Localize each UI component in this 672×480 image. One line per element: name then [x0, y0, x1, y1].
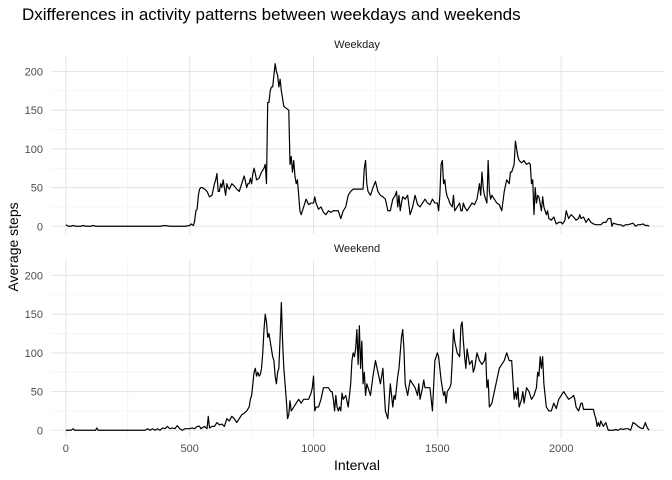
strip-label-weekend: Weekend	[334, 243, 380, 255]
series-line-weekday	[65, 63, 650, 227]
y-tick-label: 50	[31, 183, 43, 195]
gridlines	[51, 56, 664, 234]
y-tick-label: 200	[25, 270, 43, 282]
strip-label-weekday: Weekday	[334, 39, 380, 51]
x-tick-label: 0	[63, 443, 69, 455]
x-axis-title: Interval	[334, 457, 380, 473]
x-tick-label: 1000	[301, 443, 325, 455]
y-tick-label: 100	[25, 144, 43, 156]
x-tick-label: 500	[181, 443, 199, 455]
panel-weekday: Weekday 0 50 100 150 200	[25, 39, 664, 234]
y-axis-title: Average steps	[5, 202, 21, 291]
y-tick-label: 150	[25, 105, 43, 117]
gridlines	[51, 260, 664, 438]
y-tick-label: 0	[37, 221, 43, 233]
y-tick-label: 0	[37, 425, 43, 437]
y-tick-label: 100	[25, 348, 43, 360]
y-tick-label: 150	[25, 309, 43, 321]
series-line-weekend	[65, 301, 650, 431]
chart-title: Dxifferences in activity patterns betwee…	[22, 5, 521, 24]
y-tick-label: 200	[25, 66, 43, 78]
panel-weekend: Weekend 0 50 100 150 200	[25, 243, 664, 438]
y-tick-label: 50	[31, 387, 43, 399]
x-tick-label: 2000	[549, 443, 573, 455]
x-tick-label: 1500	[425, 443, 449, 455]
